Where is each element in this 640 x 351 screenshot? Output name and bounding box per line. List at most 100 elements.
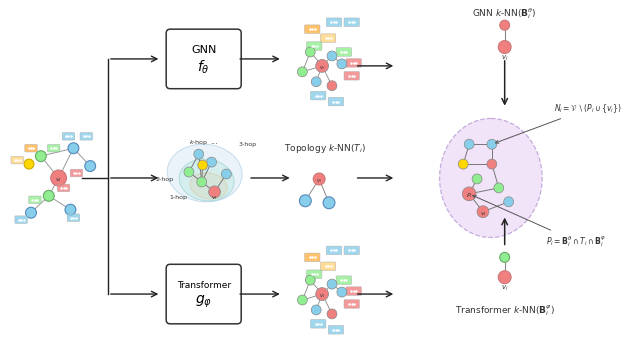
Circle shape <box>499 271 511 284</box>
Circle shape <box>316 287 328 300</box>
Circle shape <box>313 173 325 185</box>
Text: Transformer $k$-NN$(\mathbf{B}_i^\varphi)$: Transformer $k$-NN$(\mathbf{B}_i^\varphi… <box>454 304 555 318</box>
Text: 1-hop: 1-hop <box>169 195 187 200</box>
Circle shape <box>323 197 335 209</box>
Text: $v_i$: $v_i$ <box>479 210 486 218</box>
FancyBboxPatch shape <box>310 319 326 328</box>
Circle shape <box>184 167 194 177</box>
FancyBboxPatch shape <box>344 18 360 26</box>
Circle shape <box>499 41 511 53</box>
Circle shape <box>464 139 474 149</box>
Circle shape <box>51 170 67 186</box>
Text: $v_i$: $v_i$ <box>501 54 508 63</box>
Circle shape <box>221 169 231 179</box>
Circle shape <box>194 149 204 159</box>
Text: $k$-hop: $k$-hop <box>189 138 208 147</box>
FancyBboxPatch shape <box>336 48 351 56</box>
Circle shape <box>477 206 489 218</box>
Text: 3-hop: 3-hop <box>238 142 257 147</box>
Ellipse shape <box>440 118 542 238</box>
FancyBboxPatch shape <box>305 25 320 33</box>
FancyBboxPatch shape <box>336 276 351 284</box>
FancyBboxPatch shape <box>70 169 83 177</box>
FancyBboxPatch shape <box>29 196 41 204</box>
FancyBboxPatch shape <box>344 72 360 80</box>
FancyBboxPatch shape <box>58 184 70 192</box>
Circle shape <box>500 252 509 262</box>
FancyBboxPatch shape <box>62 133 75 140</box>
FancyBboxPatch shape <box>307 270 322 278</box>
Circle shape <box>472 174 482 184</box>
Text: $v_i$: $v_i$ <box>55 176 62 184</box>
Circle shape <box>487 139 497 149</box>
Text: $v_i$: $v_i$ <box>211 194 218 202</box>
FancyBboxPatch shape <box>326 18 342 26</box>
FancyBboxPatch shape <box>307 42 322 50</box>
FancyBboxPatch shape <box>47 145 60 152</box>
FancyBboxPatch shape <box>346 287 362 295</box>
Circle shape <box>198 160 207 170</box>
Text: Topology $k$-NN$(T_i)$: Topology $k$-NN$(T_i)$ <box>284 142 366 155</box>
FancyBboxPatch shape <box>346 59 362 67</box>
FancyBboxPatch shape <box>11 156 24 164</box>
FancyBboxPatch shape <box>166 264 241 324</box>
Circle shape <box>504 197 513 207</box>
FancyBboxPatch shape <box>344 300 360 308</box>
Text: GNN $k$-NN$(\mathbf{B}_i^\theta)$: GNN $k$-NN$(\mathbf{B}_i^\theta)$ <box>472 6 537 21</box>
Text: $f_\theta$: $f_\theta$ <box>197 58 210 75</box>
Text: $v_i$: $v_i$ <box>319 64 325 72</box>
FancyBboxPatch shape <box>310 91 326 100</box>
Circle shape <box>84 161 95 172</box>
Circle shape <box>327 81 337 91</box>
FancyBboxPatch shape <box>321 34 336 42</box>
Circle shape <box>305 47 316 57</box>
Circle shape <box>196 177 207 187</box>
Circle shape <box>458 159 468 169</box>
Circle shape <box>500 20 509 30</box>
FancyBboxPatch shape <box>166 29 241 89</box>
Circle shape <box>300 195 311 207</box>
Text: 2-hop: 2-hop <box>156 178 174 183</box>
Text: $v_i$: $v_i$ <box>319 293 325 300</box>
Circle shape <box>316 59 328 72</box>
Text: $v_i$: $v_i$ <box>316 177 323 185</box>
Circle shape <box>305 275 316 285</box>
Ellipse shape <box>179 159 234 201</box>
FancyBboxPatch shape <box>321 262 336 271</box>
FancyBboxPatch shape <box>326 246 342 255</box>
Text: ...: ... <box>211 137 218 146</box>
Ellipse shape <box>167 144 242 202</box>
Circle shape <box>494 183 504 193</box>
FancyBboxPatch shape <box>344 246 360 255</box>
Text: $g_\varphi$: $g_\varphi$ <box>195 294 212 310</box>
Text: $N_i = \mathcal{V} \setminus (P_i \cup \{v_i\})$: $N_i = \mathcal{V} \setminus (P_i \cup \… <box>495 102 621 143</box>
Circle shape <box>35 151 46 161</box>
FancyBboxPatch shape <box>67 214 79 221</box>
Circle shape <box>311 77 321 87</box>
FancyBboxPatch shape <box>328 97 344 106</box>
Circle shape <box>65 204 76 215</box>
Circle shape <box>462 187 476 201</box>
Circle shape <box>487 159 497 169</box>
Circle shape <box>327 309 337 319</box>
Circle shape <box>26 207 36 218</box>
Circle shape <box>44 190 54 201</box>
FancyBboxPatch shape <box>80 133 92 140</box>
Circle shape <box>327 51 337 61</box>
Circle shape <box>24 159 34 169</box>
Circle shape <box>68 143 79 154</box>
Ellipse shape <box>190 173 227 199</box>
Text: $P_i$: $P_i$ <box>466 191 472 200</box>
Circle shape <box>327 279 337 289</box>
Text: $P_i = \mathbf{B}_i^\theta \cap T_i \cap \mathbf{B}_i^\varphi$: $P_i = \mathbf{B}_i^\theta \cap T_i \cap… <box>473 195 606 249</box>
Circle shape <box>311 305 321 315</box>
Circle shape <box>209 186 220 198</box>
FancyBboxPatch shape <box>305 253 320 261</box>
Text: Transformer: Transformer <box>177 281 231 290</box>
FancyBboxPatch shape <box>328 325 344 334</box>
Text: GNN: GNN <box>191 45 216 55</box>
Circle shape <box>337 287 347 297</box>
Circle shape <box>207 157 216 167</box>
Circle shape <box>298 295 307 305</box>
FancyBboxPatch shape <box>15 216 28 224</box>
